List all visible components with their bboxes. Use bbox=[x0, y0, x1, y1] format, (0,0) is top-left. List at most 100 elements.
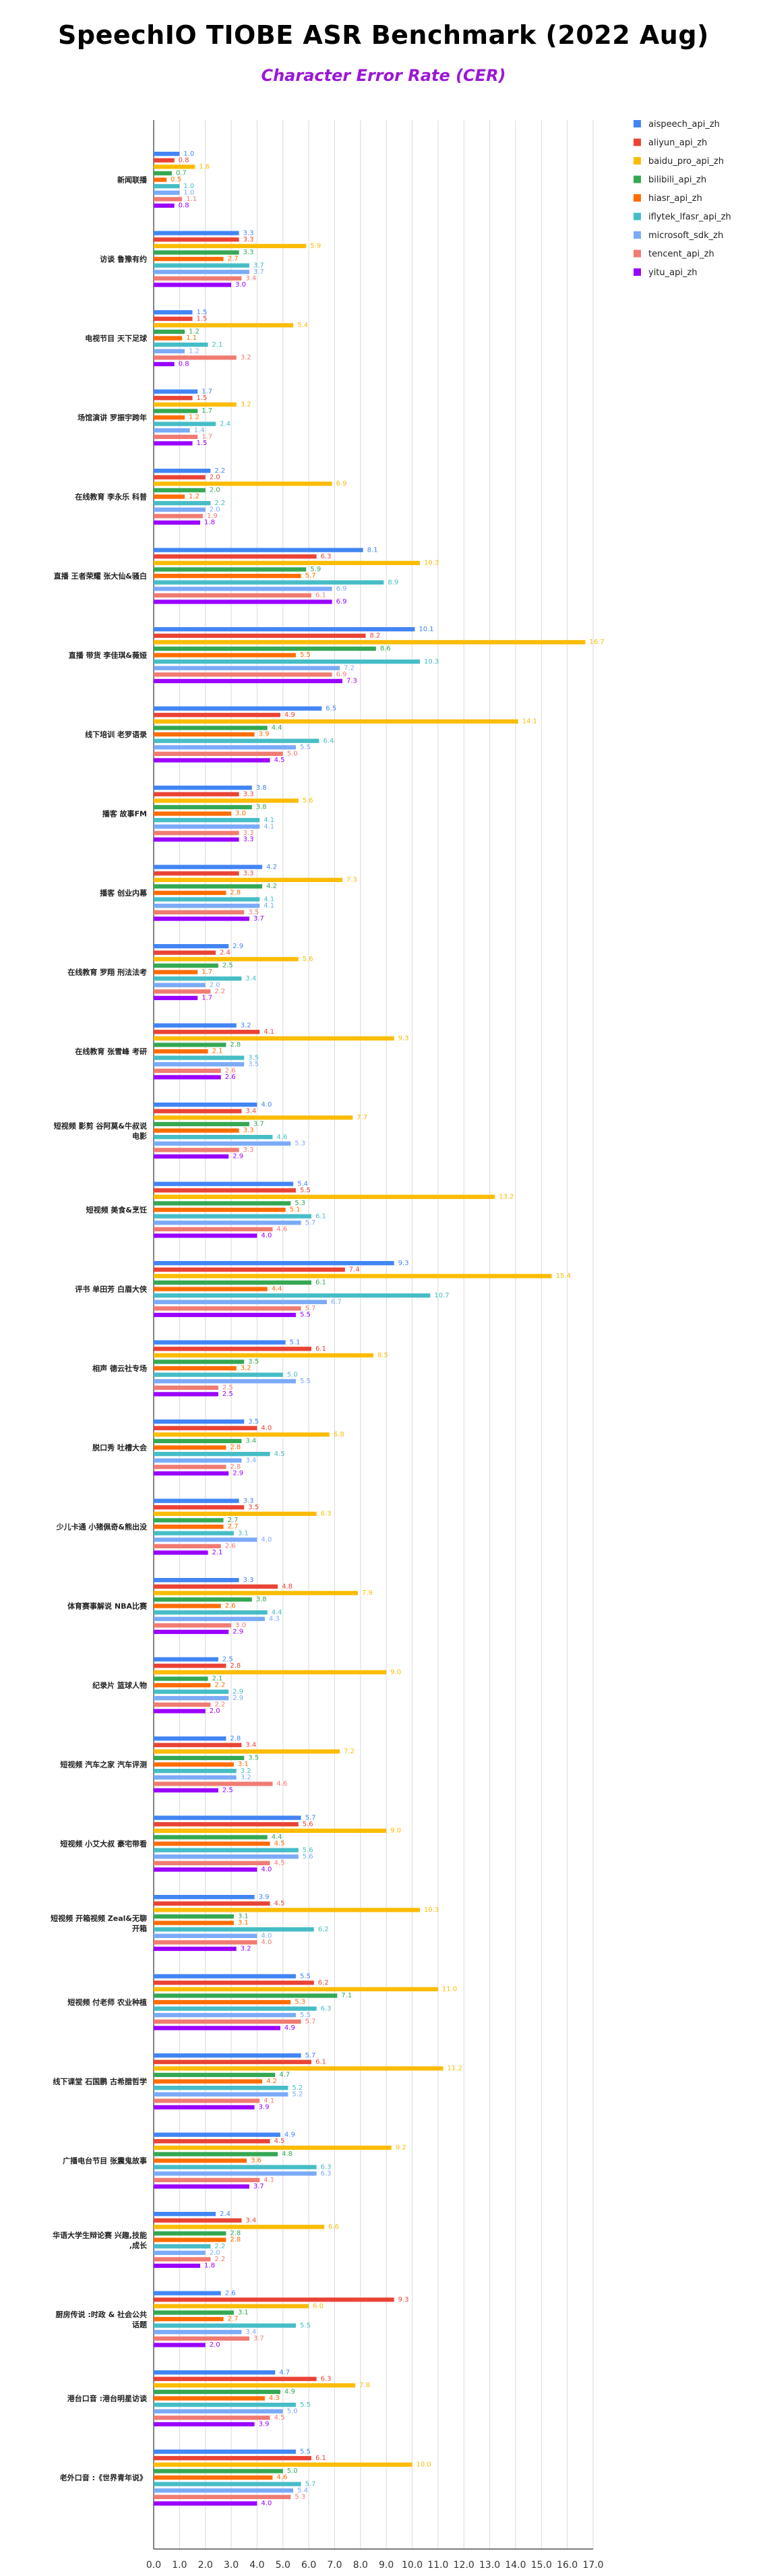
bar-value-label: 3.2 bbox=[241, 354, 251, 361]
bar-value-label: 4.1 bbox=[264, 2177, 274, 2184]
bar bbox=[154, 415, 185, 420]
bar bbox=[154, 1749, 340, 1754]
bar-value-label: 2.6 bbox=[225, 1074, 236, 1081]
bar bbox=[154, 573, 301, 579]
bar bbox=[154, 1927, 314, 1932]
bar-value-label: 4.0 bbox=[261, 1232, 272, 1239]
bar bbox=[154, 2237, 226, 2242]
bar bbox=[154, 1616, 265, 1621]
bar bbox=[154, 1993, 338, 1998]
bar-value-label: 2.8 bbox=[230, 1463, 241, 1471]
bar bbox=[154, 2449, 296, 2454]
bar-value-label: 0.5 bbox=[171, 176, 181, 183]
bar-value-label: 3.0 bbox=[235, 1622, 246, 1629]
bar bbox=[154, 310, 193, 315]
legend-swatch bbox=[634, 250, 641, 258]
bar bbox=[154, 1597, 252, 1602]
x-tick-label: 17.0 bbox=[582, 2560, 603, 2571]
bar bbox=[154, 2396, 265, 2401]
bar bbox=[154, 2244, 211, 2249]
bar-value-label: 5.5 bbox=[300, 2448, 311, 2455]
bar-value-label: 2.1 bbox=[212, 1675, 223, 1682]
bar bbox=[154, 329, 185, 334]
bar-value-label: 4.1 bbox=[264, 823, 274, 830]
bar-value-label: 9.3 bbox=[398, 1260, 409, 1267]
bar-value-label: 2.2 bbox=[214, 500, 225, 507]
bar bbox=[154, 1306, 301, 1311]
axes bbox=[153, 120, 593, 2550]
bar bbox=[154, 593, 311, 597]
bar-value-label: 5.5 bbox=[300, 1187, 311, 1194]
bar bbox=[154, 831, 239, 836]
category-label: 场馆演讲 罗振宇跨年 bbox=[78, 413, 147, 422]
bar-value-label: 16.7 bbox=[589, 639, 604, 646]
legend-entry: microsoft_sdk_zh bbox=[648, 231, 723, 241]
category-label: 纪录片 篮球人物 bbox=[92, 1680, 147, 1690]
bar-value-label: 6.1 bbox=[315, 2455, 326, 2462]
bar-value-label: 3.0 bbox=[235, 281, 246, 289]
bar bbox=[154, 983, 206, 987]
bar-value-label: 1.5 bbox=[197, 440, 208, 447]
bar-value-label: 1.4 bbox=[194, 427, 205, 434]
bar-value-label: 4.4 bbox=[272, 1285, 282, 1293]
bar bbox=[154, 1379, 296, 1384]
bar-value-label: 3.1 bbox=[238, 1761, 249, 1768]
bar-value-label: 4.0 bbox=[261, 1866, 272, 1873]
bar bbox=[154, 1036, 394, 1041]
bar bbox=[154, 2105, 255, 2110]
bar bbox=[154, 389, 198, 394]
bar bbox=[154, 409, 198, 413]
bar-value-label: 6.1 bbox=[315, 592, 326, 599]
bar bbox=[154, 1458, 242, 1463]
bar-value-label: 3.3 bbox=[243, 1577, 254, 1584]
bar bbox=[154, 343, 208, 347]
bar-value-label: 5.5 bbox=[300, 1312, 311, 1319]
bar-value-label: 3.2 bbox=[241, 1774, 251, 1781]
bar bbox=[154, 2139, 270, 2144]
bar bbox=[154, 1188, 296, 1193]
bar bbox=[154, 1702, 211, 1707]
bar bbox=[154, 316, 193, 321]
bar-value-label: 3.3 bbox=[243, 229, 254, 237]
bar-value-label: 4.2 bbox=[266, 2078, 277, 2085]
x-tick-label: 0.0 bbox=[146, 2560, 161, 2571]
bar bbox=[154, 1419, 245, 1424]
bar-value-label: 2.7 bbox=[228, 1523, 239, 1531]
bar-value-label: 6.3 bbox=[321, 2163, 332, 2171]
bar bbox=[154, 811, 232, 816]
bar-value-label: 4.0 bbox=[261, 1932, 272, 1939]
bar-value-label: 2.9 bbox=[233, 1153, 243, 1161]
bar-value-label: 1.5 bbox=[197, 315, 208, 322]
bar bbox=[154, 587, 332, 591]
bar-value-label: 5.6 bbox=[303, 956, 313, 963]
bar-value-label: 11.2 bbox=[448, 2065, 462, 2072]
bar bbox=[154, 2336, 249, 2341]
bar-value-label: 2.0 bbox=[210, 506, 220, 513]
legend-entry: bilibili_api_zh bbox=[648, 175, 706, 185]
bars bbox=[154, 152, 586, 2506]
bar bbox=[154, 554, 317, 559]
bar bbox=[154, 1103, 257, 1107]
bar bbox=[154, 1610, 268, 1615]
bar bbox=[154, 1075, 221, 1080]
bar-value-label: 2.6 bbox=[225, 1602, 236, 1610]
bar bbox=[154, 666, 340, 670]
bar bbox=[154, 323, 294, 328]
bar-value-label: 4.0 bbox=[261, 1101, 272, 1109]
bar bbox=[154, 2218, 242, 2223]
bar bbox=[154, 2494, 291, 2499]
bar-value-label: 2.7 bbox=[228, 1517, 239, 1524]
bar-value-label: 3.7 bbox=[253, 262, 264, 269]
bar-value-label: 8.5 bbox=[377, 1352, 388, 1359]
bar-value-label: 4.6 bbox=[276, 2474, 287, 2482]
bar bbox=[154, 2059, 311, 2064]
bar bbox=[154, 1841, 270, 1846]
bar bbox=[154, 2456, 311, 2461]
bar bbox=[154, 548, 363, 552]
bar bbox=[154, 726, 268, 730]
bar-value-label: 4.1 bbox=[264, 896, 274, 903]
bar-value-label: 2.5 bbox=[222, 1656, 233, 1663]
x-axis-tick-labels: 0.0 1.0 2.0 3.0 4.0 5.0 6.0 7.0 8.0 9.0 10.0 11.0 12… bbox=[146, 2560, 604, 2571]
bar-value-label: 0.7 bbox=[176, 170, 187, 177]
bar-value-label: 2.9 bbox=[233, 1470, 243, 1477]
